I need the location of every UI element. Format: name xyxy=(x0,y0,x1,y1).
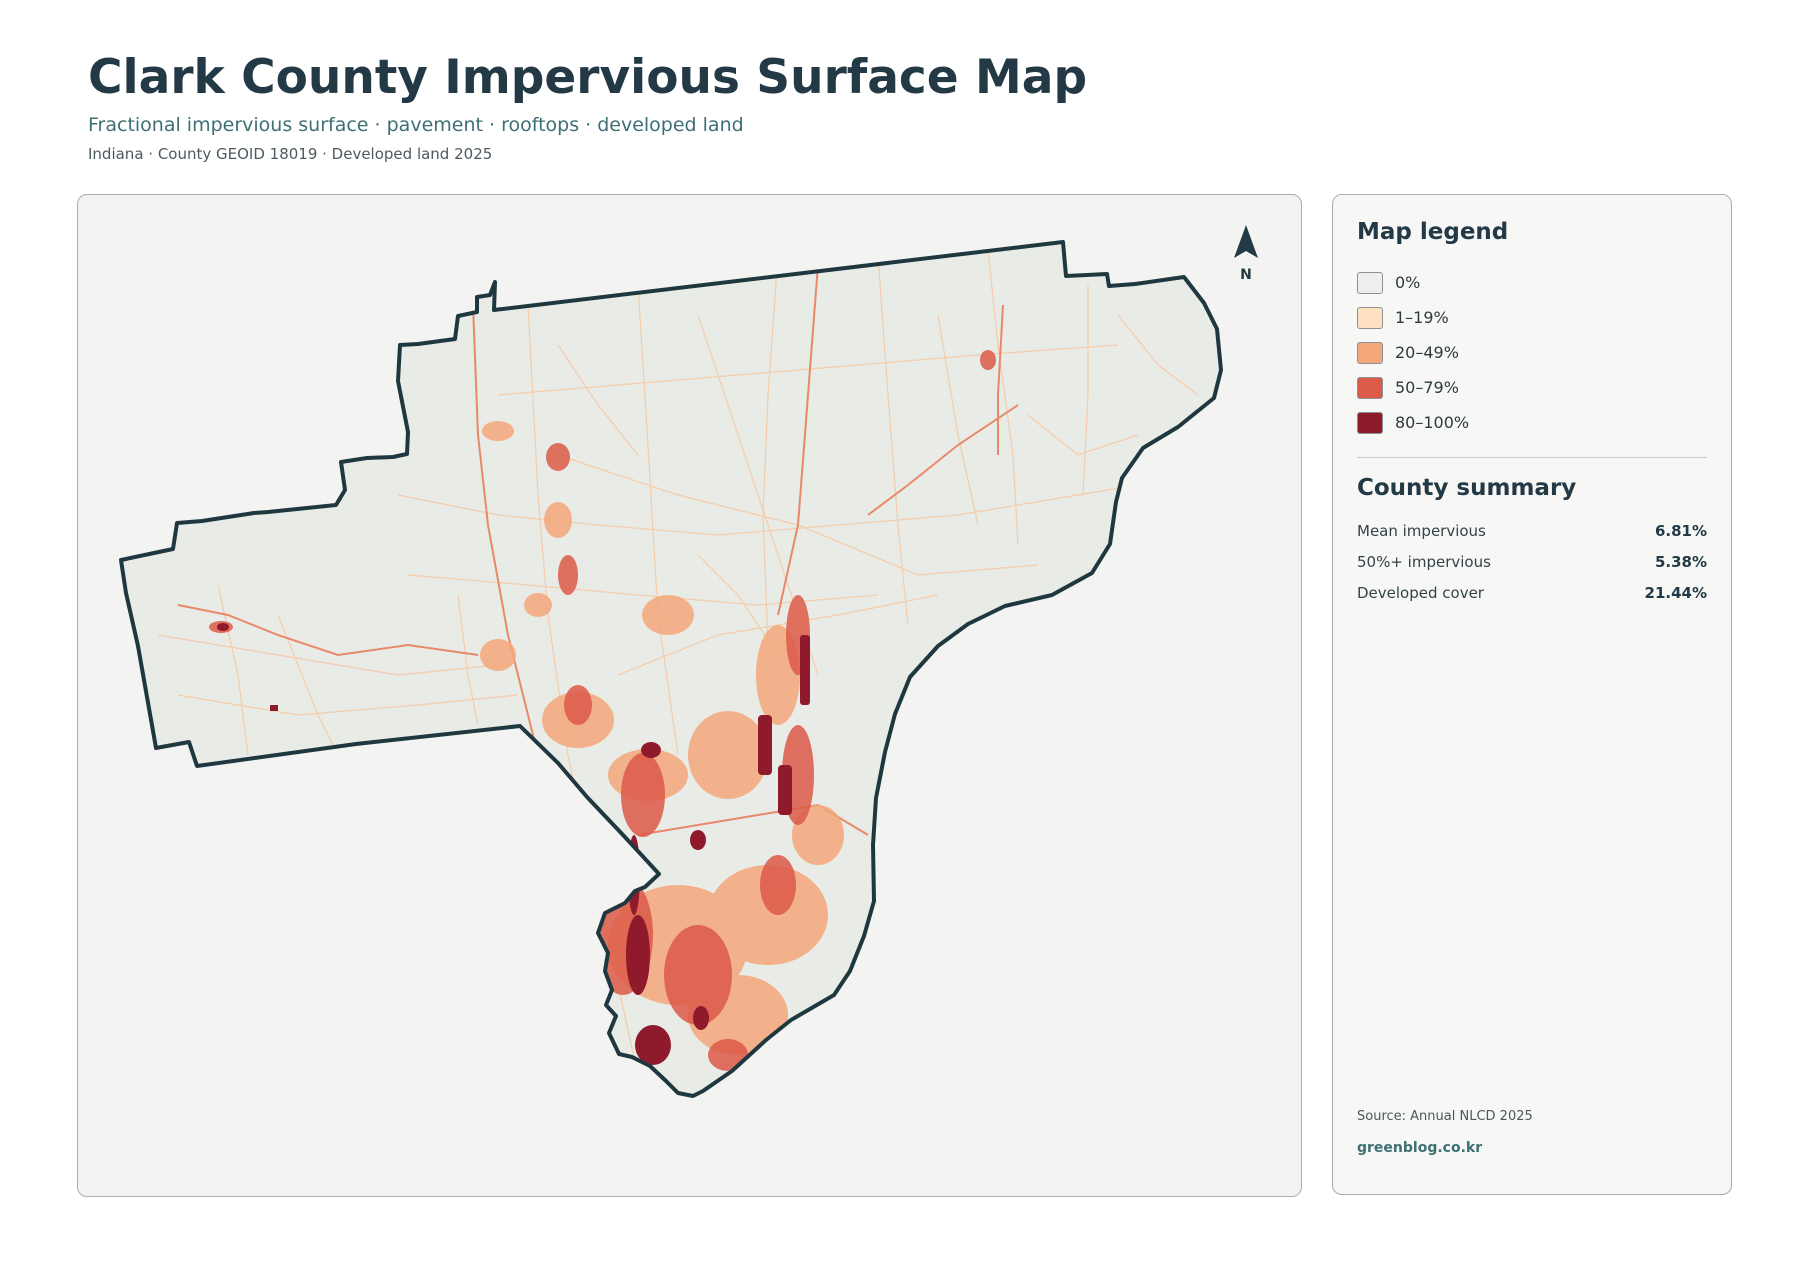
page-meta: Indiana · County GEOID 18019 · Developed… xyxy=(88,145,493,163)
credit-link[interactable]: greenblog.co.kr xyxy=(1357,1140,1483,1156)
summary-value: 21.44% xyxy=(1644,583,1707,602)
summary-value: 5.38% xyxy=(1654,552,1707,571)
legend-item: 0% xyxy=(1357,265,1469,300)
page-subtitle: Fractional impervious surface · pavement… xyxy=(88,114,744,136)
summary-row: 50%+ impervious 5.38% xyxy=(1357,546,1707,577)
north-arrow: N xyxy=(1234,225,1258,283)
side-panel: Map legend 0% 1–19% 20–49% 50–79% 80–100… xyxy=(1332,194,1732,1195)
summary-table: Mean impervious 6.81% 50%+ impervious 5.… xyxy=(1357,515,1707,608)
legend-item: 20–49% xyxy=(1357,335,1469,370)
legend-swatch xyxy=(1357,341,1383,364)
legend-item: 50–79% xyxy=(1357,370,1469,405)
legend-item: 80–100% xyxy=(1357,405,1469,440)
impervious-raster xyxy=(157,249,1199,1076)
legend-label: 20–49% xyxy=(1395,343,1459,362)
county-outline xyxy=(119,240,1223,1098)
legend-list: 0% 1–19% 20–49% 50–79% 80–100% xyxy=(1357,265,1469,440)
panel-divider xyxy=(1357,457,1707,458)
legend-label: 80–100% xyxy=(1395,413,1470,432)
legend-label: 0% xyxy=(1395,273,1421,292)
summary-label: Mean impervious xyxy=(1357,521,1486,540)
source-note: Source: Annual NLCD 2025 xyxy=(1357,1109,1533,1124)
legend-label: 50–79% xyxy=(1395,378,1459,397)
map-canvas[interactable]: N xyxy=(78,195,1301,1196)
map-panel[interactable]: N xyxy=(77,194,1302,1197)
summary-label: Developed cover xyxy=(1357,583,1484,602)
legend-label: 1–19% xyxy=(1395,308,1449,327)
summary-label: 50%+ impervious xyxy=(1357,552,1491,571)
header: Clark County Impervious Surface Map Frac… xyxy=(88,48,1087,163)
legend-item: 1–19% xyxy=(1357,300,1469,335)
legend-heading: Map legend xyxy=(1357,219,1509,245)
north-label: N xyxy=(1240,267,1252,283)
summary-value: 6.81% xyxy=(1654,521,1707,540)
summary-row: Mean impervious 6.81% xyxy=(1357,515,1707,546)
legend-swatch xyxy=(1357,411,1383,434)
summary-row: Developed cover 21.44% xyxy=(1357,577,1707,608)
legend-swatch xyxy=(1357,376,1383,399)
north-arrow-icon xyxy=(1234,225,1258,258)
summary-heading: County summary xyxy=(1357,475,1577,501)
legend-swatch xyxy=(1357,306,1383,329)
page-title: Clark County Impervious Surface Map xyxy=(88,50,1088,105)
legend-swatch xyxy=(1357,271,1383,294)
